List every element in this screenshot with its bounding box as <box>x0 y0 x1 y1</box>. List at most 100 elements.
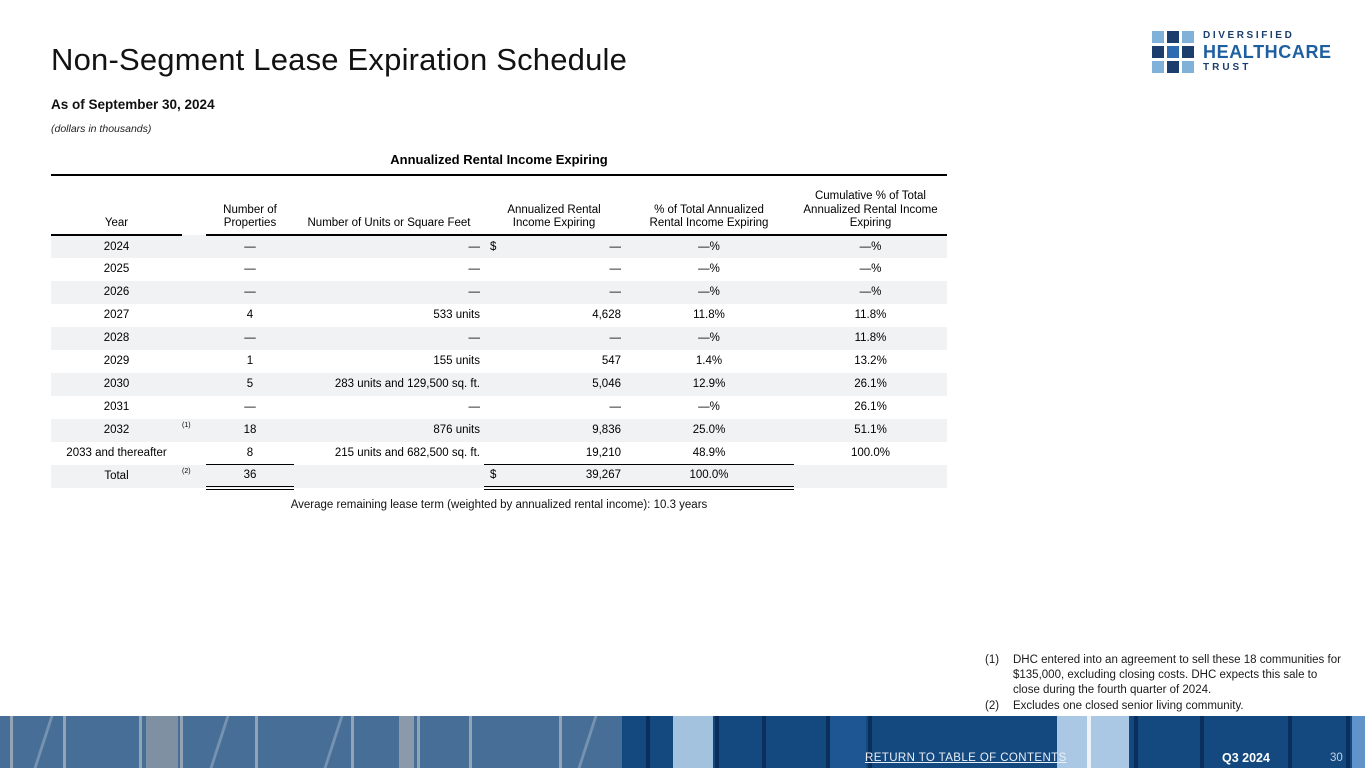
table-row: 2027 4 533 units 4,628 11.8% 11.8% <box>51 304 947 327</box>
cell-income: — <box>484 326 624 350</box>
logo-grid-icon <box>1152 31 1194 73</box>
footnote-1: (1) DHC entered into an agreement to sel… <box>985 653 1347 699</box>
cell-properties: 8 <box>206 441 294 465</box>
cell-footnote-ref: (2) <box>182 464 206 488</box>
window-mullion <box>1134 716 1138 768</box>
cell-properties: — <box>206 326 294 350</box>
cell-properties: — <box>244 401 256 413</box>
window-mullion <box>63 716 66 768</box>
cell-units: 155 units <box>433 355 480 367</box>
window-pane <box>1057 716 1087 768</box>
logo-square <box>1182 31 1194 43</box>
cell-year: 2032 <box>51 418 182 442</box>
table-row: 2024 — — $ — —% —% <box>51 234 947 258</box>
col-header-cumulative: Cumulative % of Total Annualized Rental … <box>794 176 947 236</box>
quarter-label: Q3 2024 <box>1222 751 1270 765</box>
return-to-toc-link[interactable]: RETURN TO TABLE OF CONTENTS <box>865 752 1067 764</box>
cell-units: — <box>468 401 481 413</box>
cell-units: 215 units and 682,500 sq. ft. <box>334 447 480 459</box>
cell-units: — <box>468 263 481 275</box>
table-row: 2030 5 283 units and 129,500 sq. ft. 5,0… <box>51 372 947 396</box>
cell-footnote-ref <box>182 326 206 350</box>
col-header-units: Number of Units or Square Feet <box>294 176 484 236</box>
window-mullion <box>180 716 183 768</box>
cell-properties: 36 <box>206 464 294 490</box>
col-header-pct: % of Total Annualized Rental Income Expi… <box>624 176 794 236</box>
footer-bar: RETURN TO TABLE OF CONTENTS Q3 2024 30 <box>0 716 1365 768</box>
cell-properties: 5 <box>206 372 294 396</box>
units-note: (dollars in thousands) <box>51 123 152 135</box>
cell-income: — <box>484 280 624 304</box>
cell-footnote-ref <box>182 304 206 327</box>
cell-total-label: Total <box>51 464 182 488</box>
cell-income: 5,046 <box>484 372 624 396</box>
cell-units: — <box>294 280 484 304</box>
cell-units <box>294 464 484 488</box>
cell-footnote-ref <box>182 372 206 396</box>
logo-square <box>1167 31 1179 43</box>
cell-year: 2029 <box>103 355 130 367</box>
footnote-marker: (1) <box>985 654 1000 666</box>
cell-pct: —% <box>698 263 720 275</box>
window-mullion <box>351 716 354 768</box>
average-lease-term-note: Average remaining lease term (weighted b… <box>290 498 708 511</box>
logo-square <box>1182 61 1194 73</box>
footnote-text: DHC entered into an agreement to sell th… <box>1013 654 1341 697</box>
glass-reflection <box>30 716 57 768</box>
logo-text: DIVERSIFIED HEALTHCARE TRUST <box>1203 31 1332 73</box>
cell-income: $ — <box>484 234 624 258</box>
cell-income: 4,628 <box>592 309 621 321</box>
window-pane <box>1352 716 1365 768</box>
cell-year: 2027 <box>103 309 130 321</box>
window-mullion <box>469 716 472 768</box>
footnote-marker: (2) <box>985 699 1000 712</box>
col-header-footnote-spacer <box>182 176 206 235</box>
cell-income: 547 <box>601 355 621 367</box>
table-row: 2033 and thereafter 8 215 units and 682,… <box>51 441 947 465</box>
logo-square <box>1152 31 1164 43</box>
cell-cumulative: 51.1% <box>794 418 947 442</box>
page-title: Non-Segment Lease Expiration Schedule <box>51 42 628 77</box>
footer-navy-section <box>622 716 1365 768</box>
window-pane <box>399 716 414 768</box>
footnotes: (1) DHC entered into an agreement to sel… <box>985 653 1347 714</box>
table-header-row: Year Number of Properties Number of Unit… <box>51 176 947 236</box>
cell-year: 2025 <box>103 263 130 275</box>
col-header-income: Annualized Rental Income Expiring <box>484 176 624 236</box>
cell-income: 19,210 <box>484 441 624 465</box>
window-mullion <box>1200 716 1204 768</box>
cell-properties: — <box>244 263 256 275</box>
window-pane <box>673 716 713 768</box>
footnote-text: Excludes one closed senior living commun… <box>1013 699 1244 712</box>
cell-pct: —% <box>698 401 720 413</box>
cell-pct: 25.0% <box>624 418 794 442</box>
cell-units: — <box>294 326 484 350</box>
window-mullion <box>826 716 830 768</box>
window-mullion <box>1346 716 1350 768</box>
glass-reflection <box>574 716 601 768</box>
window-mullion <box>1288 716 1292 768</box>
logo-line-trust: TRUST <box>1203 62 1252 73</box>
cell-properties: 18 <box>206 418 294 442</box>
cell-income: $39,267 <box>484 464 624 490</box>
cell-properties: 1 <box>246 355 254 367</box>
logo-square <box>1182 46 1194 58</box>
cell-units: 283 units and 129,500 sq. ft. <box>294 372 484 396</box>
cell-income: — <box>609 263 622 275</box>
logo-square <box>1152 61 1164 73</box>
col-header-year: Year <box>51 176 182 236</box>
cell-pct: 1.4% <box>695 355 723 367</box>
cell-cumulative: —% <box>794 234 947 258</box>
cell-units: 533 units <box>433 309 480 321</box>
dollar-sign: $ <box>490 240 497 253</box>
table-row: 2031 — — — —% 26.1% <box>51 396 947 419</box>
cell-income: — <box>609 401 622 413</box>
table-row: 2026 — — — —% —% <box>51 280 947 304</box>
cell-pct: —% <box>624 234 794 258</box>
cell-footnote-ref <box>182 396 206 419</box>
cell-properties: — <box>206 234 294 258</box>
cell-pct: 48.9% <box>624 441 794 465</box>
cell-units: 876 units <box>294 418 484 442</box>
cell-cumulative: 26.1% <box>854 401 887 413</box>
